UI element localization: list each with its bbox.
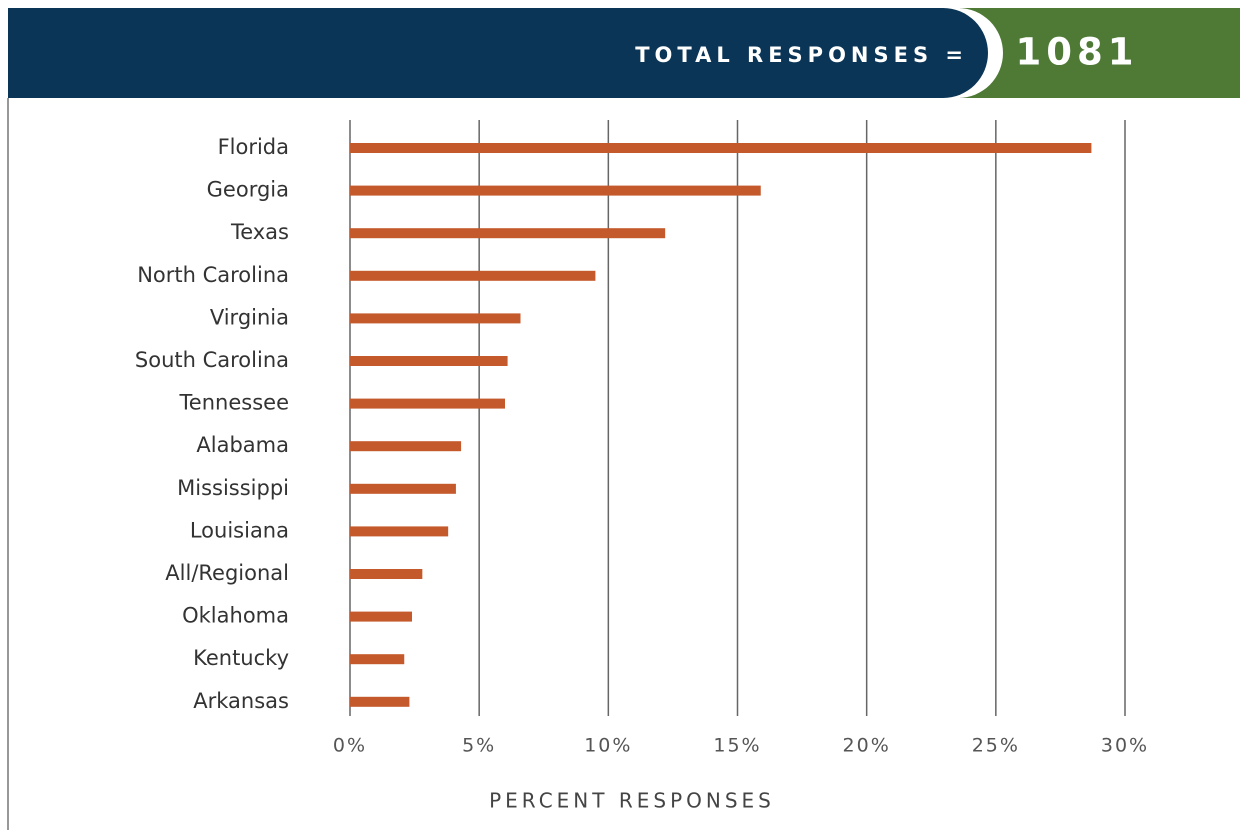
bar: [350, 611, 412, 622]
y-tick-label: Georgia: [207, 178, 289, 202]
bar: [350, 356, 508, 366]
bar: [350, 483, 456, 494]
y-tick-label: Tennessee: [179, 391, 289, 415]
header-label: TOTAL RESPONSES =: [635, 43, 968, 67]
x-axis-label: PERCENT RESPONSES: [489, 789, 775, 813]
bar: [350, 398, 505, 409]
bar: [350, 526, 449, 537]
y-tick-label: Virginia: [210, 305, 289, 329]
bar: [350, 143, 1092, 153]
y-tick-label: Kentucky: [193, 646, 289, 670]
bar: [350, 228, 666, 239]
header-value-box: [960, 8, 1240, 98]
bar: [350, 313, 521, 324]
x-tick-label: 0%: [333, 735, 367, 757]
y-tick-label: North Carolina: [137, 263, 289, 287]
y-tick-label: Louisiana: [190, 518, 289, 542]
y-tick-label: Arkansas: [193, 689, 289, 713]
header-value: 1081: [1016, 31, 1139, 74]
y-tick-label: Mississippi: [177, 476, 289, 500]
x-tick-label: 25%: [972, 735, 1020, 757]
y-tick-label: Florida: [218, 135, 289, 159]
bar: [350, 185, 761, 196]
y-tick-label: South Carolina: [135, 348, 289, 372]
bar: [350, 569, 423, 579]
x-tick-label: 5%: [462, 735, 496, 757]
y-tick-label: Texas: [230, 220, 289, 244]
bar: [350, 696, 410, 707]
bar: [350, 654, 405, 665]
bar: [350, 270, 596, 281]
y-tick-label: All/Regional: [165, 561, 289, 585]
y-tick-label: Alabama: [196, 433, 289, 457]
header-banner-left: [8, 8, 108, 98]
bar: [350, 441, 462, 452]
header-banner: [8, 8, 988, 98]
y-tick-label: Oklahoma: [182, 604, 289, 628]
x-tick-label: 20%: [843, 735, 891, 757]
x-tick-label: 15%: [713, 735, 761, 757]
x-tick-label: 30%: [1101, 735, 1149, 757]
x-tick-label: 10%: [584, 735, 632, 757]
